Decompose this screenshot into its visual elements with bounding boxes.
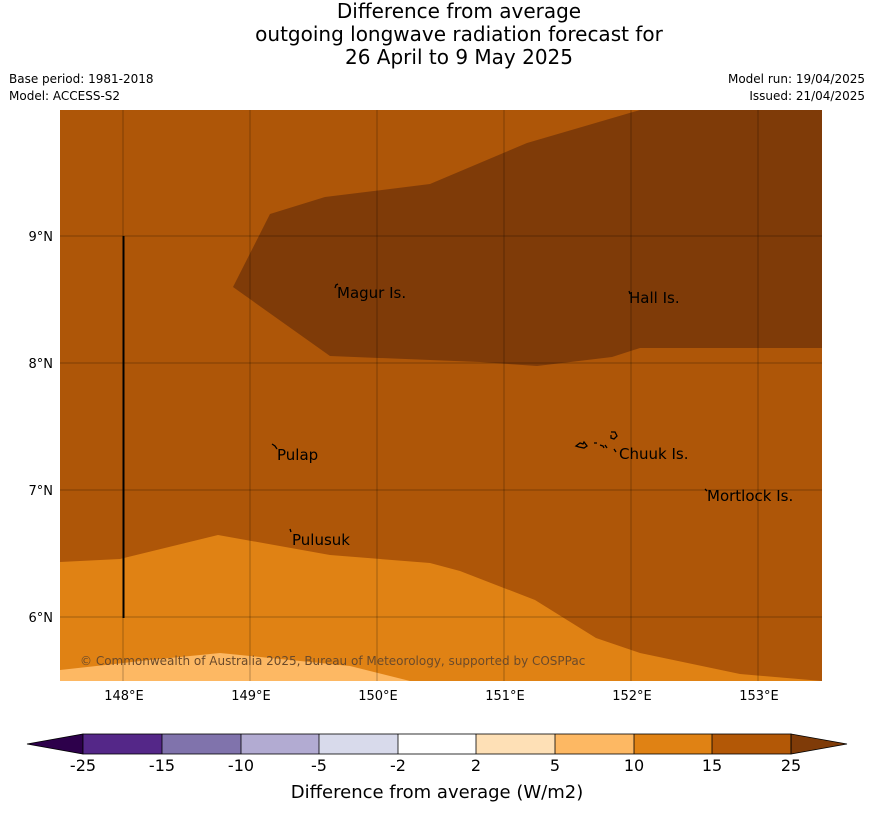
colorbar-label-8: 10 [624, 756, 644, 775]
colorbar-extend-low [26, 733, 84, 755]
colorbar-segment-6 [476, 734, 555, 754]
colorbar: -25 -15 -10 -5 -2 2 5 10 15 25 Differenc… [26, 733, 848, 803]
colorbar-label-7: 5 [550, 756, 560, 775]
lon-tick-152: 152°E [612, 689, 652, 704]
pulusuk-island-shape [289, 528, 292, 533]
place-label-pulusuk: Pulusuk [292, 531, 350, 549]
colorbar-segment-3 [241, 734, 319, 754]
colorbar-dividers [161, 734, 713, 754]
colorbar-segment-8 [634, 734, 712, 754]
title-line-1: Difference from average [336, 0, 582, 23]
pulap-island-shape [271, 443, 278, 450]
colorbar-outline [82, 733, 792, 755]
base-period: Base period: 1981-2018 [9, 72, 154, 86]
island-markers [271, 283, 708, 533]
magur-island-shape [334, 283, 339, 289]
hall-island-shape [628, 290, 631, 295]
band-5-10 [60, 653, 410, 681]
lon-tick-150: 150°E [358, 689, 398, 704]
longitude-labels: 148°E 149°E 150°E 151°E 152°E 153°E [104, 689, 779, 704]
colorbar-segment-7 [555, 734, 634, 754]
map-area: Magur Is. Hall Is. Pulap Chuuk Is. Mortl… [60, 110, 822, 681]
colorbar-label-3: -10 [228, 756, 254, 775]
lat-tick-9: 9°N [29, 230, 54, 245]
place-label-mortlock: Mortlock Is. [707, 487, 793, 505]
issued-date: Issued: 21/04/2025 [749, 89, 865, 103]
map-title: Difference from average outgoing longwav… [0, 0, 873, 69]
colorbar-label-1: -25 [70, 756, 96, 775]
meta-right: Model run: 19/04/2025 Issued: 21/04/2025 [728, 71, 865, 105]
colorbar-segment-2 [162, 734, 241, 754]
band-10-15 [60, 535, 822, 681]
gridlines [60, 110, 822, 681]
lon-tick-153: 153°E [739, 689, 779, 704]
lat-tick-6: 6°N [29, 611, 54, 626]
lat-tick-8: 8°N [29, 357, 54, 372]
lon-tick-148: 148°E [104, 689, 144, 704]
colorbar-label-10: 25 [781, 756, 801, 775]
colorbar-segment-9 [712, 734, 791, 754]
place-label-pulap: Pulap [277, 446, 318, 464]
colorbar-label-2: -15 [149, 756, 175, 775]
lat-tick-7: 7°N [29, 484, 54, 499]
latitude-labels: 9°N 8°N 7°N 6°N [29, 230, 54, 626]
place-label-hall: Hall Is. [629, 289, 680, 307]
place-label-chuuk: Chuuk Is. [619, 445, 688, 463]
colorbar-segment-5 [398, 734, 476, 754]
colorbar-label-9: 15 [702, 756, 722, 775]
lon-tick-149: 149°E [231, 689, 271, 704]
colorbar-segment-4 [319, 734, 398, 754]
mortlock-island-shape [704, 488, 708, 492]
colorbar-extend-high [790, 733, 848, 755]
model-name: Model: ACCESS-S2 [9, 89, 121, 103]
title-line-2: outgoing longwave radiation forecast for [255, 22, 663, 46]
colorbar-title: Difference from average (W/m2) [291, 782, 583, 803]
place-label-magur: Magur Is. [337, 284, 406, 302]
colorbar-label-6: 2 [471, 756, 481, 775]
meta-left: Base period: 1981-2018 Model: ACCESS-S2 [9, 71, 154, 105]
colorbar-segment-1 [83, 734, 162, 754]
chuuk-atoll-shape [574, 431, 618, 453]
colorbar-label-4: -5 [311, 756, 327, 775]
lon-tick-151: 151°E [485, 689, 525, 704]
model-run: Model run: 19/04/2025 [727, 72, 865, 86]
title-line-3: 26 April to 9 May 2025 [345, 45, 573, 69]
copyright-notice: © Commonwealth of Australia 2025, Bureau… [80, 654, 585, 668]
band-25-plus [233, 110, 822, 366]
colorbar-label-5: -2 [390, 756, 406, 775]
